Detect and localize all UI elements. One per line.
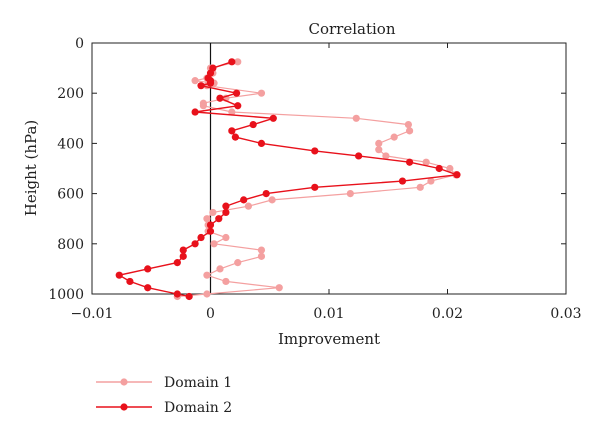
y-axis-label: Height (hPa) bbox=[22, 120, 40, 217]
plot-frame bbox=[91, 42, 567, 295]
data-point bbox=[234, 259, 242, 267]
legend-entry: Domain 1 bbox=[96, 375, 232, 391]
chart-title: Correlation bbox=[309, 20, 396, 38]
data-point bbox=[210, 240, 218, 248]
data-point bbox=[222, 277, 230, 286]
series-layer bbox=[115, 58, 461, 301]
data-point bbox=[144, 284, 152, 292]
x-axis-label: Improvement bbox=[278, 330, 380, 348]
legend-label: Domain 2 bbox=[164, 400, 232, 416]
data-point bbox=[435, 164, 443, 173]
data-point bbox=[268, 196, 276, 204]
series-line bbox=[177, 61, 457, 298]
data-point bbox=[231, 133, 239, 141]
data-point bbox=[234, 58, 242, 66]
data-point bbox=[173, 259, 181, 267]
data-point bbox=[311, 147, 319, 155]
y-tick-label: 1000 bbox=[48, 287, 84, 303]
x-tick-label: −0.01 bbox=[71, 306, 114, 322]
data-point bbox=[222, 202, 230, 210]
data-point bbox=[427, 177, 435, 185]
data-point bbox=[382, 152, 390, 160]
data-point bbox=[244, 202, 253, 210]
data-point bbox=[206, 221, 215, 229]
data-point bbox=[446, 164, 454, 173]
data-point bbox=[197, 82, 205, 90]
data-point bbox=[206, 79, 215, 87]
data-point bbox=[262, 190, 270, 198]
data-point bbox=[173, 290, 181, 298]
legend-swatch-marker bbox=[120, 403, 128, 411]
data-point bbox=[232, 89, 241, 97]
data-point bbox=[197, 233, 205, 242]
data-point bbox=[257, 89, 266, 97]
y-tick-label: 400 bbox=[57, 136, 84, 152]
data-point bbox=[216, 265, 224, 273]
data-point bbox=[228, 58, 236, 66]
data-point bbox=[422, 158, 430, 166]
data-point bbox=[203, 271, 211, 279]
data-point bbox=[375, 146, 383, 154]
data-point bbox=[390, 133, 398, 141]
legend-swatch-marker bbox=[120, 378, 128, 386]
plot-frame-group bbox=[91, 42, 567, 295]
data-point bbox=[398, 177, 407, 185]
data-point bbox=[405, 127, 414, 135]
data-point bbox=[216, 94, 224, 102]
data-point bbox=[375, 139, 383, 147]
x-tick-label: 0.03 bbox=[550, 306, 581, 322]
data-point bbox=[191, 77, 199, 85]
data-point bbox=[191, 108, 199, 116]
data-point bbox=[275, 284, 283, 292]
data-point bbox=[185, 292, 193, 301]
data-point bbox=[222, 233, 230, 242]
legend: Domain 1 Domain 2 bbox=[96, 375, 232, 416]
data-point bbox=[115, 271, 123, 279]
data-point bbox=[191, 240, 199, 248]
series-line bbox=[117, 61, 458, 298]
data-point bbox=[311, 183, 319, 191]
y-tick-label: 200 bbox=[57, 86, 84, 102]
y-tick-label: 800 bbox=[57, 237, 84, 253]
legend-label: Domain 1 bbox=[164, 375, 232, 391]
axis-ticks bbox=[91, 42, 567, 295]
data-point bbox=[144, 265, 152, 273]
x-tick-label: 0.02 bbox=[432, 306, 463, 322]
data-point bbox=[257, 139, 266, 147]
data-point bbox=[126, 277, 134, 286]
data-point bbox=[234, 102, 242, 110]
data-point bbox=[240, 196, 248, 204]
series-2 bbox=[115, 58, 461, 301]
data-point bbox=[405, 158, 414, 166]
data-point bbox=[346, 190, 354, 198]
data-point bbox=[355, 152, 363, 160]
data-point bbox=[203, 290, 211, 298]
data-point bbox=[179, 252, 187, 260]
data-point bbox=[453, 171, 461, 179]
y-tick-label: 600 bbox=[57, 187, 84, 203]
y-tick-label: 0 bbox=[75, 36, 84, 52]
x-tick-labels: −0.01 0 0.01 0.02 0.03 bbox=[71, 306, 582, 322]
data-point bbox=[222, 208, 230, 217]
data-point bbox=[416, 183, 424, 191]
data-point bbox=[228, 127, 236, 135]
data-point bbox=[228, 108, 236, 116]
x-tick-label: 0 bbox=[206, 306, 215, 322]
data-point bbox=[199, 102, 207, 110]
data-point bbox=[257, 252, 266, 260]
data-point bbox=[249, 120, 257, 129]
data-point bbox=[206, 227, 215, 235]
legend-entry: Domain 2 bbox=[96, 400, 232, 416]
data-point bbox=[179, 246, 187, 254]
data-point bbox=[203, 215, 211, 223]
y-tick-labels: 0 200 400 600 800 1000 bbox=[48, 36, 84, 303]
data-point bbox=[215, 215, 223, 223]
data-point bbox=[269, 114, 277, 122]
data-point bbox=[257, 246, 266, 254]
data-point bbox=[209, 208, 217, 217]
data-point bbox=[352, 114, 360, 122]
data-point bbox=[404, 120, 412, 129]
x-tick-label: 0.01 bbox=[313, 306, 344, 322]
